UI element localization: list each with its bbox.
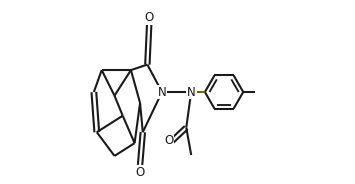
Text: O: O [144,11,154,24]
Text: O: O [164,134,174,147]
Text: O: O [136,166,145,179]
Text: N: N [187,86,196,98]
Text: N: N [158,86,166,98]
